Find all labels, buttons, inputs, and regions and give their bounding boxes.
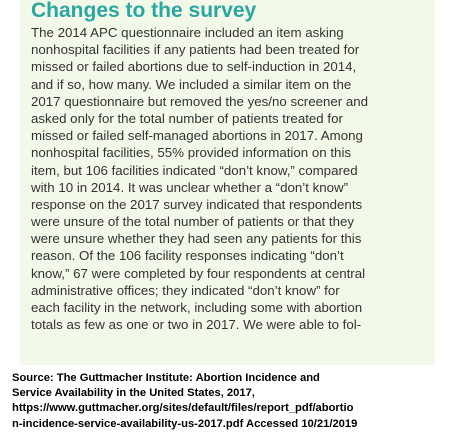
source-line: Source: The Guttmacher Institute: Aborti… bbox=[12, 372, 320, 384]
source-url-line: n-incidence-service-availability-us-2017… bbox=[12, 417, 358, 430]
body-line: and if so, how many. We included a simil… bbox=[31, 76, 352, 92]
body-line: administrative offices; they indicated “… bbox=[31, 282, 340, 298]
body-line: The 2014 APC questionnaire included an i… bbox=[31, 25, 344, 40]
source-citation: Source: The Guttmacher Institute: Aborti… bbox=[12, 371, 452, 432]
box-heading: Changes to the survey bbox=[31, 0, 257, 22]
body-line: were unsure of the total number of patie… bbox=[31, 214, 355, 230]
body-line: missed or failed abortions due to self-i… bbox=[31, 59, 357, 75]
body-line: know,” 67 were completed by four respond… bbox=[31, 265, 366, 281]
body-line: were unsure whether they had seen any pa… bbox=[31, 231, 362, 247]
body-line: nonhospital facilities, 55% provided inf… bbox=[31, 145, 352, 161]
body-line: missed or failed self-managed abortions … bbox=[31, 128, 363, 144]
source-url-line: https://www.guttmacher.org/sites/default… bbox=[12, 402, 354, 415]
body-line: nonhospital facilities if any patients h… bbox=[31, 42, 360, 58]
body-line: asked only for the total number of patie… bbox=[31, 110, 343, 126]
body-line: totals as few as one or two in 2017. We … bbox=[31, 317, 362, 333]
body-line: 2017 questionnaire but removed the yes/n… bbox=[31, 93, 369, 109]
body-line: reason. Of the 106 facility responses in… bbox=[31, 248, 344, 264]
body-line: item, but 106 facilities indicated “don’… bbox=[31, 162, 358, 178]
source-line: Service Availability in the United State… bbox=[12, 387, 255, 400]
body-line: each facility in the network, including … bbox=[31, 300, 363, 315]
body-line: response on the 2017 survey indicated th… bbox=[31, 196, 363, 212]
box-body-text: The 2014 APC questionnaire included an i… bbox=[31, 24, 431, 333]
body-line: with 10 in 2014. It was unclear whether … bbox=[31, 179, 349, 195]
sidebar-box bbox=[20, 0, 435, 365]
